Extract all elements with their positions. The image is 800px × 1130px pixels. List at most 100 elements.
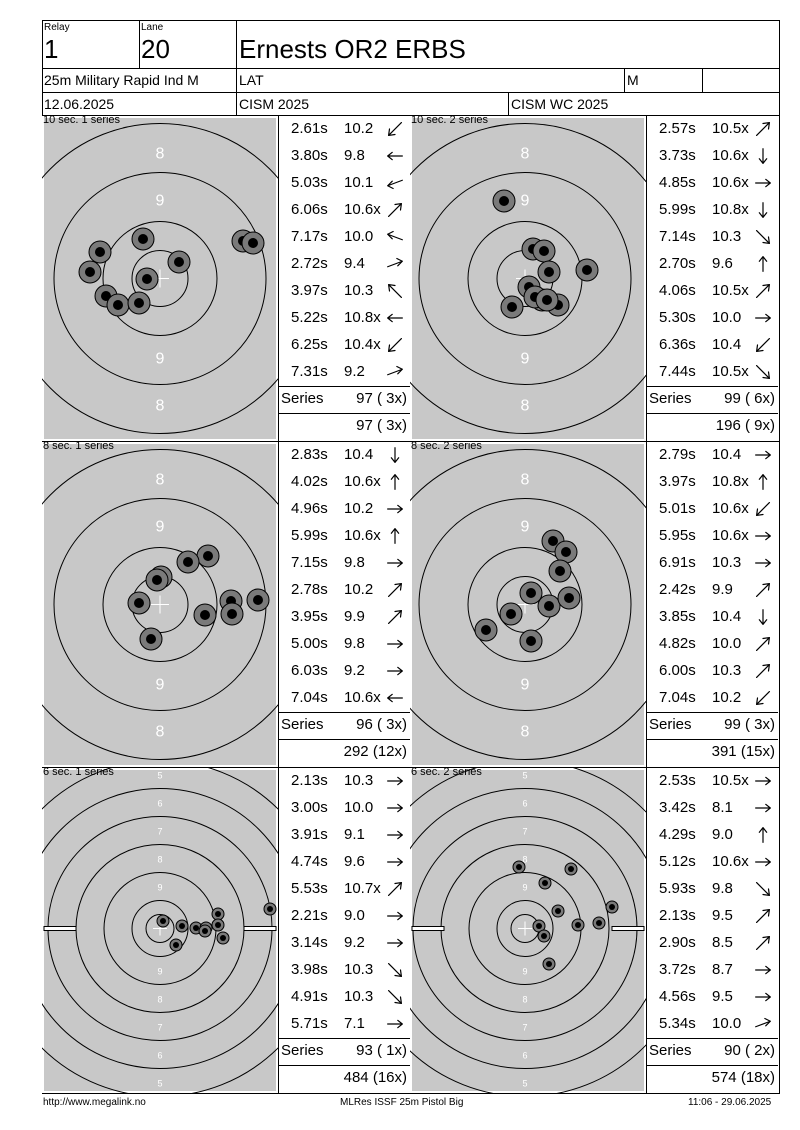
shot-score: 9.0: [712, 826, 733, 843]
shot-row: 7.15s 9.8: [279, 550, 410, 577]
ring-number: 6: [522, 1051, 527, 1061]
ring-number: 7: [157, 827, 162, 837]
shot-hole: [535, 288, 559, 312]
direction-arrow-icon: [755, 531, 771, 541]
ring-number: 8: [156, 724, 165, 741]
shot-score: 10.0: [712, 1015, 742, 1032]
series-score: 90 ( 2x): [724, 1042, 775, 1059]
gender: M: [627, 72, 639, 88]
shot-score: 9.4: [344, 255, 365, 272]
footer-url[interactable]: http://www.megalink.no: [43, 1097, 146, 1108]
shot-row: 7.04s 10.2: [647, 685, 778, 712]
shot-time: 3.91s: [291, 826, 328, 843]
shot-hole: [575, 258, 599, 282]
shot-row: 4.06s 10.5x: [647, 278, 778, 305]
series-score: 99 ( 6x): [724, 390, 775, 407]
shot-score: 10.4: [344, 446, 374, 463]
direction-arrow-icon: [755, 1017, 771, 1028]
shot-row: 2.53s 10.5x: [647, 768, 778, 795]
footer-timestamp: 11:06 - 29.06.2025: [688, 1097, 772, 1108]
shot-hole: [78, 260, 102, 284]
shooter-name: Ernests OR2 ERBS: [239, 34, 466, 64]
grid-line: [508, 92, 509, 115]
shot-time: 7.17s: [291, 228, 328, 245]
direction-arrow-icon: [755, 313, 771, 323]
shot-row: 2.79s 10.4: [647, 442, 778, 469]
shot-score: 9.1: [344, 826, 365, 843]
shot-time: 6.00s: [659, 662, 696, 679]
shot-hole: [169, 938, 183, 952]
shot-hole: [571, 918, 585, 932]
shot-time: 5.99s: [291, 527, 328, 544]
direction-arrow-icon: [755, 690, 771, 706]
shot-score: 10.5x: [712, 772, 749, 789]
frame-right: [779, 20, 780, 1093]
shot-row: 2.57s 10.5x: [647, 116, 778, 143]
shot-hole: [175, 919, 189, 933]
ring-number: 9: [156, 351, 165, 368]
shot-time: 4.85s: [659, 174, 696, 191]
direction-arrow-icon: [387, 283, 403, 299]
shot-row: 6.06s 10.6x: [279, 197, 410, 224]
row-line: [647, 413, 778, 414]
ring-number: 9: [156, 193, 165, 210]
competition-sub: CISM WC 2025: [511, 96, 609, 112]
ring-number: 9: [522, 967, 527, 977]
ring-number: 8: [521, 724, 530, 741]
shot-row: 3.98s 10.3: [279, 957, 410, 984]
shot-row: 2.90s 8.5: [647, 930, 778, 957]
direction-arrow-icon: [387, 803, 403, 813]
shot-score: 10.3: [712, 228, 742, 245]
shot-row: 2.78s 10.2: [279, 577, 410, 604]
direction-arrow-icon: [390, 447, 400, 463]
shot-time: 3.14s: [291, 934, 328, 951]
shot-row: 2.13s 9.5: [647, 903, 778, 930]
grid-line: [236, 20, 237, 115]
shot-time: 7.31s: [291, 363, 328, 380]
score-ring: [467, 547, 583, 662]
ring-number: 9: [156, 677, 165, 694]
shot-score: 10.8x: [344, 309, 381, 326]
shot-list: 2.79s 10.4 3.97s 10.8x 5.01s 10.6x 5.95s 10.6x 6…: [647, 442, 778, 767]
side-marker: [43, 926, 77, 931]
shot-score: 10.6x: [712, 527, 749, 544]
shot-row: 3.97s 10.3: [279, 278, 410, 305]
shot-list: 2.57s 10.5x 3.73s 10.6x 4.85s 10.6x 5.99s 10.8x…: [647, 116, 778, 441]
shot-hole: [127, 591, 151, 615]
row-line: [647, 739, 778, 740]
target-face: [412, 770, 644, 1091]
direction-arrow-icon: [387, 776, 403, 786]
shot-hole: [167, 250, 191, 274]
direction-arrow-icon: [758, 474, 768, 490]
shot-score: 10.7x: [344, 880, 381, 897]
ring-number: 7: [522, 827, 527, 837]
target-svg: 8 9 9 8: [4, 116, 316, 441]
shot-row: 7.04s 10.6x: [279, 685, 410, 712]
shot-row: 2.21s 9.0: [279, 903, 410, 930]
shot-time: 5.03s: [291, 174, 328, 191]
series-score: 93 ( 1x): [356, 1042, 407, 1059]
shot-row: 7.14s 10.3: [647, 224, 778, 251]
grid-line: [624, 68, 625, 92]
ring-number: 5: [522, 771, 527, 781]
shot-time: 4.06s: [659, 282, 696, 299]
shot-row: 6.00s 10.3: [647, 658, 778, 685]
target-panel: 8 9 9 8 10 sec. 2 series: [369, 114, 681, 441]
shot-time: 5.71s: [291, 1015, 328, 1032]
ring-number: 8: [522, 855, 527, 865]
ring-number: 9: [521, 519, 530, 536]
shot-row: 4.96s 10.2: [279, 496, 410, 523]
shot-row: 3.97s 10.8x: [647, 469, 778, 496]
ring-number: 9: [521, 193, 530, 210]
ring-number: 9: [522, 883, 527, 893]
direction-arrow-icon: [387, 609, 403, 625]
shot-score: 9.8: [344, 635, 365, 652]
shot-hole: [131, 227, 155, 251]
shot-score: 10.6x: [712, 174, 749, 191]
direction-arrow-icon: [755, 935, 771, 951]
series-title: 10 sec. 2 series: [411, 114, 489, 126]
shot-time: 2.57s: [659, 120, 696, 137]
shot-time: 7.14s: [659, 228, 696, 245]
shot-score: 9.2: [344, 363, 365, 380]
relay-value: 1: [44, 34, 59, 64]
